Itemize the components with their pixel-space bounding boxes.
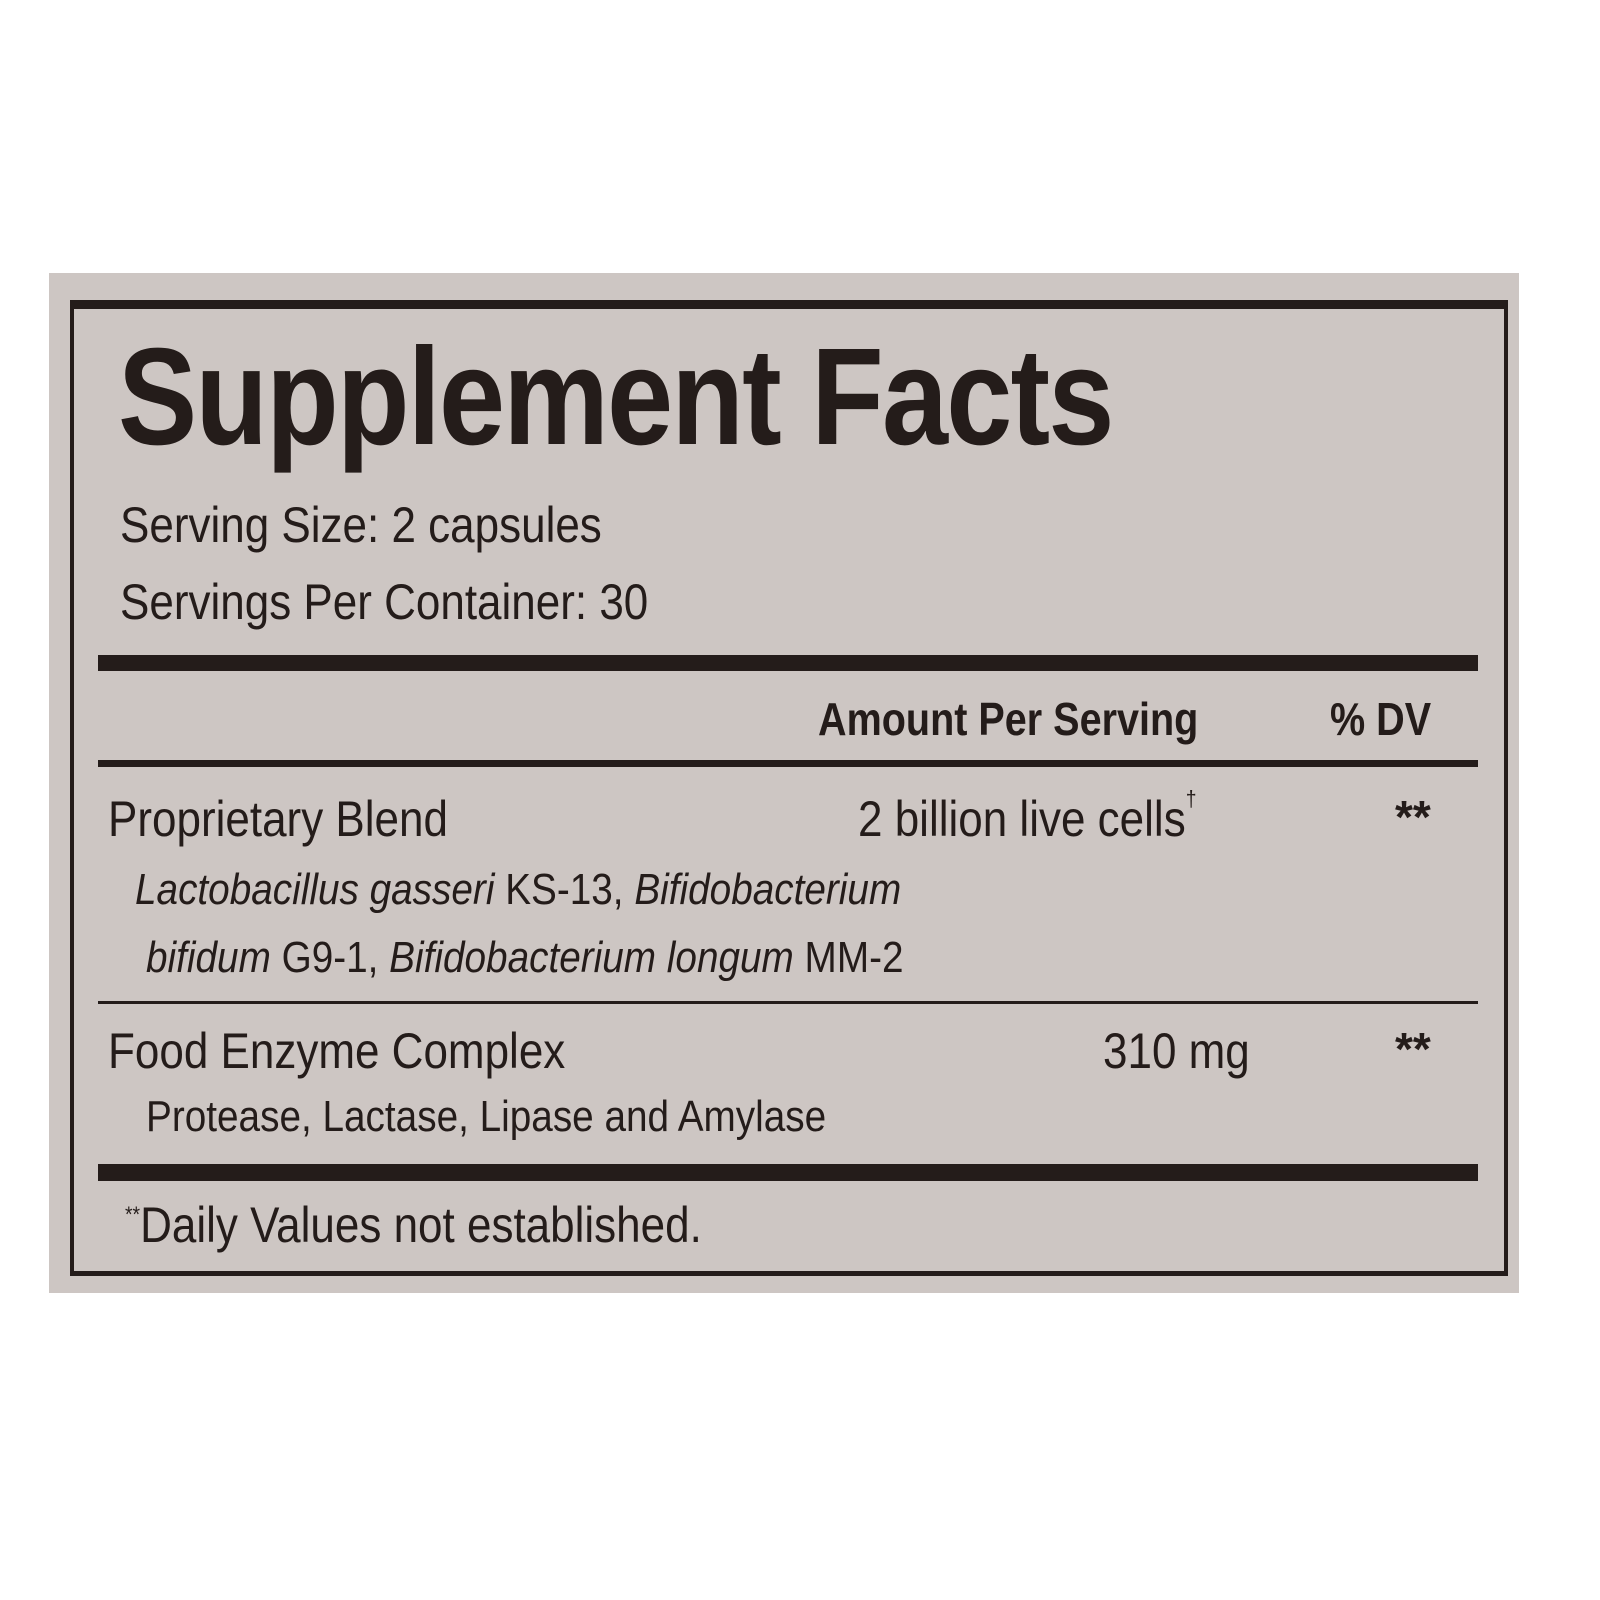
row-divider: [98, 1001, 1478, 1004]
strain-name: Lactobacillus gasseri: [135, 865, 495, 914]
strain-code: G9-1,: [270, 933, 390, 982]
facts-panel-border: [70, 300, 1508, 1276]
ingredient-name: Food Enzyme Complex: [108, 1023, 566, 1079]
amount-text: 2 billion live cells: [858, 791, 1186, 847]
strain-name: Bifidobacterium longum: [389, 933, 794, 982]
serving-size: Serving Size: 2 capsules: [120, 497, 602, 553]
supplement-label: [49, 273, 1519, 1293]
footnote: **Daily Values not established.: [125, 1196, 702, 1254]
strain-code: KS-13,: [494, 865, 635, 914]
ingredient-name: Proprietary Blend: [108, 791, 448, 847]
strain-code: MM-2: [793, 933, 904, 982]
panel-title: Supplement Facts: [118, 320, 1114, 474]
ingredient-dv: **: [1395, 1023, 1431, 1075]
thick-divider: [98, 655, 1478, 671]
footnote-mark: **: [125, 1202, 141, 1227]
ingredient-dv: **: [1395, 791, 1431, 843]
amount-header: Amount Per Serving: [818, 693, 1199, 745]
blend-strains-line2: bifidum G9-1, Bifidobacterium longum MM-…: [146, 933, 904, 983]
thick-divider: [98, 1164, 1478, 1181]
strain-name: Bifidobacterium: [634, 865, 902, 914]
blend-strains-line1: Lactobacillus gasseri KS-13, Bifidobacte…: [135, 865, 901, 915]
dv-header: % DV: [1330, 693, 1432, 745]
enzyme-list: Protease, Lactase, Lipase and Amylase: [146, 1092, 827, 1141]
footnote-text: Daily Values not established.: [140, 1197, 702, 1253]
dagger-mark: †: [1185, 786, 1197, 811]
ingredient-amount: 2 billion live cells†: [858, 786, 1196, 848]
servings-per-container: Servings Per Container: 30: [120, 574, 649, 630]
strain-name: bifidum: [146, 933, 271, 982]
ingredient-amount: 310 mg: [1103, 1023, 1250, 1079]
header-divider: [98, 760, 1478, 767]
